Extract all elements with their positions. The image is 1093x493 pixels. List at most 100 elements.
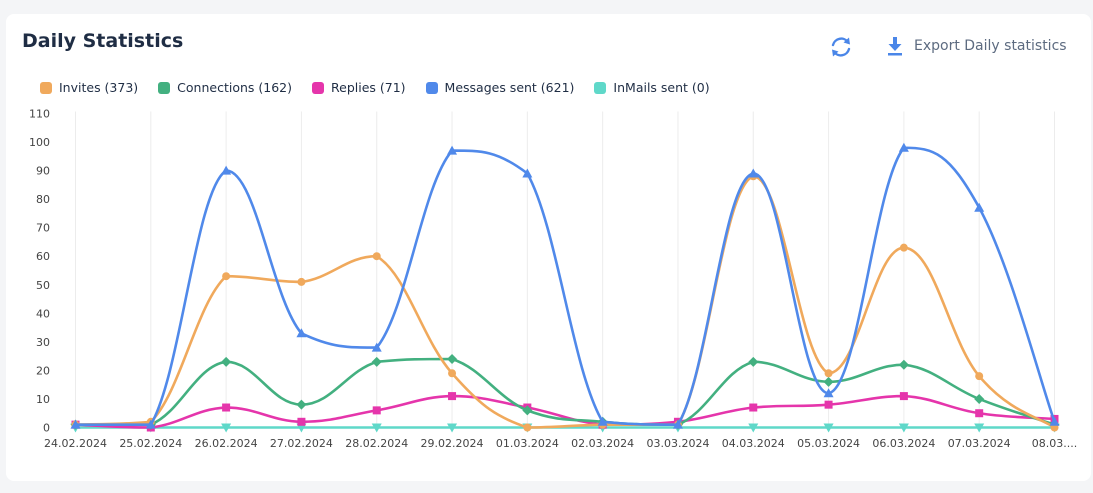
x-tick-label: 29.02.2024: [421, 437, 484, 450]
data-point-invites-10: [824, 369, 833, 378]
legend-swatch-messages-sent: [425, 81, 438, 94]
y-tick-label: 50: [36, 279, 50, 292]
legend-item-connections[interactable]: Connections (162): [158, 80, 292, 95]
x-tick-label: 25.02.2024: [119, 437, 182, 450]
data-point-invites-3: [297, 277, 306, 286]
data-point-invites-6: [523, 423, 532, 432]
y-tick-label: 100: [29, 136, 50, 149]
y-tick-label: 70: [36, 222, 50, 235]
data-point-inmails-sent-9: [748, 423, 759, 433]
data-point-connections-6: [522, 405, 533, 416]
data-point-messages-sent-13: [1049, 416, 1060, 426]
x-tick-label: 04.03.2024: [722, 437, 785, 450]
legend-label-invites: Invites (373): [59, 80, 139, 95]
export-daily-statistics-button[interactable]: Export Daily statistics: [886, 36, 1067, 56]
data-point-messages-sent-5: [447, 145, 458, 155]
data-point-replies-11: [899, 392, 908, 401]
y-tick-label: 30: [36, 336, 50, 349]
data-point-invites-11: [899, 243, 908, 252]
y-tick-label: 0: [43, 422, 50, 435]
data-point-messages-sent-7: [597, 416, 608, 426]
series-line-invites: [75, 175, 1056, 429]
refresh-icon: [831, 37, 851, 57]
data-point-connections-5: [447, 353, 458, 364]
legend-item-replies[interactable]: Replies (71): [312, 80, 406, 95]
data-point-replies-10: [824, 400, 833, 409]
y-tick-label: 60: [36, 250, 50, 263]
data-point-connections-4: [371, 356, 382, 367]
x-tick-label: 26.02.2024: [195, 437, 258, 450]
y-tick-label: 20: [36, 364, 50, 377]
data-point-connections-10: [823, 376, 834, 387]
data-point-messages-sent-8: [672, 419, 683, 429]
data-point-messages-sent-12: [974, 202, 985, 212]
daily-statistics-card: Daily Statistics Export Daily statistics…: [6, 14, 1091, 481]
legend-swatch-invites: [40, 81, 52, 94]
series-line-messages-sent: [75, 146, 1056, 426]
legend-item-messages-sent[interactable]: Messages sent (621): [425, 80, 575, 95]
data-point-messages-sent-2: [221, 165, 232, 175]
data-point-connections-11: [898, 359, 909, 370]
data-point-inmails-sent-4: [371, 423, 382, 433]
x-tick-label: 06.03.2024: [872, 437, 935, 450]
data-point-inmails-sent-10: [823, 423, 834, 433]
data-point-inmails-sent-11: [898, 423, 909, 433]
x-tick-label: 03.03.2024: [646, 437, 709, 450]
data-point-connections-2: [221, 356, 232, 367]
data-point-replies-12: [975, 409, 984, 418]
legend-item-inmails-sent[interactable]: InMails sent (0): [594, 80, 710, 95]
data-point-replies-4: [372, 406, 381, 415]
data-point-invites-5: [448, 369, 457, 378]
data-point-messages-sent-3: [296, 328, 307, 338]
x-tick-label: 02.03.2024: [571, 437, 634, 450]
y-tick-label: 40: [36, 307, 50, 320]
legend-swatch-inmails-sent: [594, 81, 607, 94]
y-tick-label: 10: [36, 393, 50, 406]
legend-label-messages-sent: Messages sent (621): [444, 80, 575, 95]
x-tick-label: 28.02.2024: [345, 437, 408, 450]
data-point-connections-9: [748, 356, 759, 367]
export-label: Export Daily statistics: [914, 38, 1067, 54]
data-point-messages-sent-4: [371, 342, 382, 352]
refresh-button[interactable]: [828, 34, 854, 60]
data-point-replies-9: [749, 403, 758, 412]
data-point-invites-4: [372, 252, 381, 261]
data-point-messages-sent-0: [70, 419, 81, 429]
data-point-replies-3: [297, 417, 306, 426]
legend-label-replies: Replies (71): [331, 80, 406, 95]
data-point-connections-12: [974, 393, 985, 404]
x-tick-label: 27.02.2024: [270, 437, 333, 450]
chart-legend: Invites (373) Connections (162) Replies …: [40, 80, 710, 95]
legend-swatch-connections: [158, 81, 171, 94]
data-point-replies-2: [222, 403, 231, 412]
data-point-replies-5: [448, 392, 457, 401]
data-point-inmails-sent-2: [221, 423, 232, 433]
card-title: Daily Statistics: [22, 30, 184, 52]
x-tick-label: 01.03.2024: [496, 437, 559, 450]
y-tick-label: 110: [29, 108, 50, 121]
series-line-replies: [75, 394, 1055, 429]
data-point-messages-sent-1: [145, 419, 156, 429]
x-tick-label: 08.03....: [1032, 437, 1077, 450]
data-point-inmails-sent-5: [447, 423, 458, 433]
x-tick-label: 07.03.2024: [948, 437, 1011, 450]
legend-item-invites[interactable]: Invites (373): [40, 80, 138, 95]
download-icon: [888, 37, 902, 56]
data-point-messages-sent-6: [522, 168, 533, 178]
legend-label-connections: Connections (162): [177, 80, 292, 95]
data-point-messages-sent-9: [748, 168, 759, 178]
x-tick-label: 24.02.2024: [44, 437, 107, 450]
legend-label-inmails-sent: InMails sent (0): [613, 80, 710, 95]
x-tick-label: 05.03.2024: [797, 437, 860, 450]
data-point-messages-sent-10: [823, 388, 834, 398]
legend-swatch-replies: [312, 81, 324, 94]
data-point-inmails-sent-12: [974, 423, 985, 433]
data-point-invites-12: [975, 372, 984, 381]
data-point-connections-3: [296, 399, 307, 410]
y-tick-label: 90: [36, 165, 50, 178]
series-line-connections: [75, 357, 1055, 426]
data-point-invites-2: [222, 272, 231, 281]
y-tick-label: 80: [36, 193, 50, 206]
data-point-messages-sent-11: [898, 142, 909, 152]
